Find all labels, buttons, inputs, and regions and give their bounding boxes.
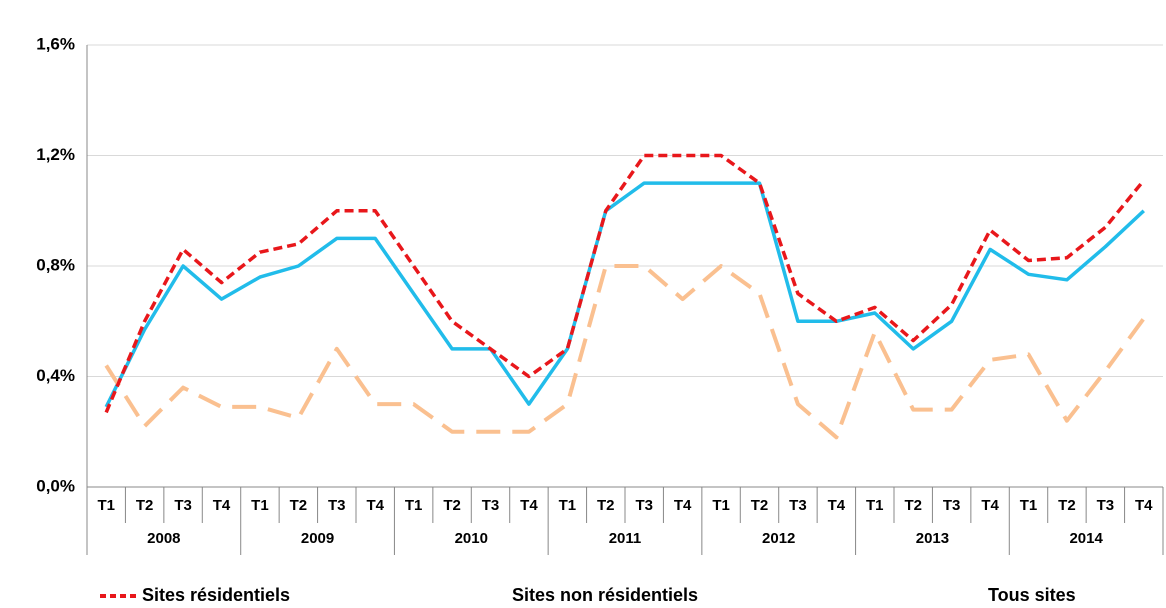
x-tick-label: T3 bbox=[174, 497, 192, 514]
x-tick-label: T4 bbox=[213, 497, 231, 514]
series-line bbox=[104, 153, 1146, 414]
x-group-label: 2013 bbox=[916, 530, 949, 547]
x-tick-label: T3 bbox=[482, 497, 500, 514]
x-group-label: 2010 bbox=[455, 530, 488, 547]
y-tick-label: 1,2% bbox=[36, 145, 75, 164]
x-tick-label: T3 bbox=[1097, 497, 1115, 514]
x-tick-label: T1 bbox=[559, 497, 577, 514]
x-tick-label: T4 bbox=[1135, 497, 1153, 514]
x-tick-label: T1 bbox=[251, 497, 269, 514]
legend-label: Sites non résidentiels bbox=[512, 585, 698, 605]
x-tick-label: T2 bbox=[1058, 497, 1076, 514]
x-tick-label: T2 bbox=[904, 497, 922, 514]
x-group-label: 2012 bbox=[762, 530, 795, 547]
legend-label: Tous sites bbox=[988, 585, 1076, 605]
x-tick-label: T1 bbox=[1020, 497, 1038, 514]
x-tick-label: T2 bbox=[597, 497, 615, 514]
x-group-label: 2009 bbox=[301, 530, 334, 547]
y-tick-label: 1,6% bbox=[36, 34, 75, 53]
x-tick-label: T2 bbox=[290, 497, 308, 514]
x-tick-label: T2 bbox=[136, 497, 154, 514]
x-tick-label: T1 bbox=[712, 497, 730, 514]
y-tick-label: 0,4% bbox=[36, 366, 75, 385]
x-tick-label: T1 bbox=[97, 497, 115, 514]
x-group-label: 2008 bbox=[147, 530, 180, 547]
series-line bbox=[104, 264, 1146, 440]
y-tick-label: 0,8% bbox=[36, 255, 75, 274]
x-tick-label: T2 bbox=[443, 497, 461, 514]
x-tick-label: T1 bbox=[405, 497, 423, 514]
x-tick-label: T1 bbox=[866, 497, 884, 514]
x-tick-label: T3 bbox=[328, 497, 346, 514]
x-group-label: 2014 bbox=[1069, 530, 1103, 547]
x-tick-label: T3 bbox=[789, 497, 807, 514]
x-group-label: 2011 bbox=[609, 530, 642, 547]
x-tick-label: T2 bbox=[751, 497, 769, 514]
y-tick-label: 0,0% bbox=[36, 476, 75, 495]
x-tick-label: T3 bbox=[635, 497, 653, 514]
x-tick-label: T3 bbox=[943, 497, 961, 514]
legend-label: Sites résidentiels bbox=[142, 585, 290, 605]
x-tick-label: T4 bbox=[520, 497, 538, 514]
series-line bbox=[104, 181, 1145, 408]
x-tick-label: T4 bbox=[981, 497, 999, 514]
x-tick-label: T4 bbox=[366, 497, 384, 514]
x-tick-label: T4 bbox=[828, 497, 846, 514]
x-tick-label: T4 bbox=[674, 497, 692, 514]
